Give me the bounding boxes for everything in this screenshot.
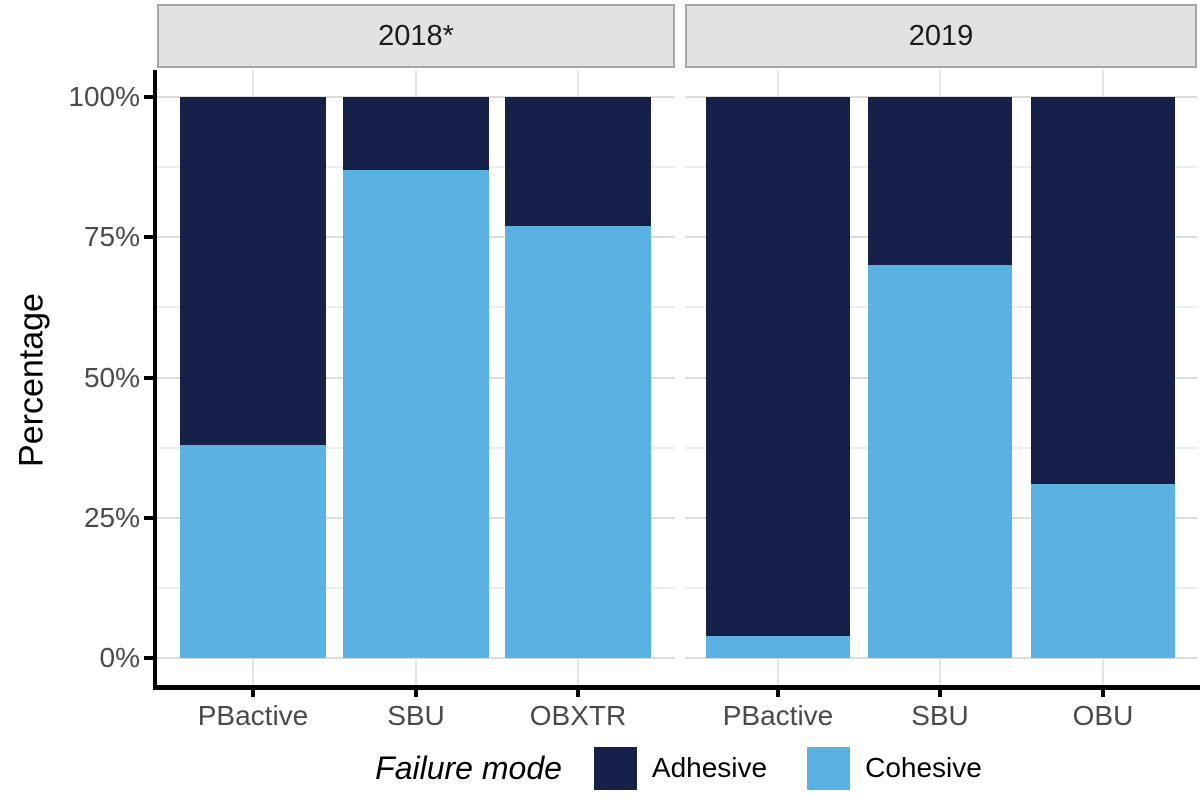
y-tick-label: 100% <box>68 81 140 112</box>
y-tick <box>144 95 157 99</box>
y-tick <box>144 656 157 660</box>
x-category-label: SBU <box>387 700 445 731</box>
bar-segment-cohesive <box>343 169 489 658</box>
facet-strip: 2019 <box>685 4 1197 68</box>
facet-strip: 2018* <box>157 4 675 68</box>
legend-key-cohesive-icon <box>807 746 851 790</box>
bar <box>868 97 1012 658</box>
panel: PBactive SBU OBU <box>685 70 1197 731</box>
legend: Failure mode Adhesive Cohesive <box>157 740 1200 796</box>
x-tick <box>414 685 418 697</box>
x-tick <box>1101 685 1105 697</box>
y-tick-label: 75% <box>83 221 140 252</box>
legend-item: Cohesive <box>807 746 982 790</box>
x-category-label: PBactive <box>722 700 834 731</box>
x-tick <box>576 685 580 697</box>
bar-segment-adhesive <box>1031 97 1175 485</box>
x-axis-line <box>153 685 1200 690</box>
bar-segment-cohesive <box>1031 484 1175 658</box>
major-gridline <box>157 657 675 659</box>
legend-label: Adhesive <box>651 752 768 783</box>
x-tick <box>251 685 255 697</box>
bar-segment-cohesive <box>505 226 651 658</box>
y-tick-label: 50% <box>83 361 140 393</box>
legend-items: Adhesive Cohesive <box>593 746 982 790</box>
bar <box>1031 97 1175 658</box>
x-category-label: OBXTR <box>529 700 627 731</box>
x-category-label: OBU <box>1072 700 1134 731</box>
bar <box>505 97 651 658</box>
bar-segment-cohesive <box>706 635 850 658</box>
bar-segment-adhesive <box>868 97 1012 266</box>
y-tick-label: 0% <box>99 642 140 673</box>
y-tick-label: 25% <box>83 502 140 533</box>
legend-title: Failure mode <box>375 749 562 786</box>
y-tick <box>144 375 157 380</box>
bar-segment-cohesive <box>180 444 326 658</box>
bar-segment-adhesive <box>180 97 326 445</box>
bar-segment-adhesive <box>505 97 651 227</box>
facet-label: 2018* <box>378 19 454 52</box>
bar-segment-cohesive <box>868 265 1012 658</box>
y-tick <box>144 516 157 520</box>
bar <box>706 97 850 658</box>
bar <box>343 97 489 658</box>
x-tick <box>776 685 780 697</box>
major-gridline <box>685 657 1197 659</box>
bar <box>180 97 326 658</box>
legend-key-adhesive-icon <box>593 746 637 790</box>
x-tick <box>938 685 942 697</box>
panel: PBactive SBU OBXTR <box>157 70 675 731</box>
facet-label: 2019 <box>908 19 974 52</box>
legend-label: Cohesive <box>865 752 982 783</box>
x-category-label: SBU <box>911 700 969 731</box>
legend-item: Adhesive <box>593 746 768 790</box>
y-axis-line <box>153 70 157 689</box>
x-category-label: PBactive <box>197 700 309 731</box>
bar-segment-adhesive <box>706 97 850 636</box>
y-tick <box>144 235 157 239</box>
bar-segment-adhesive <box>343 97 489 170</box>
